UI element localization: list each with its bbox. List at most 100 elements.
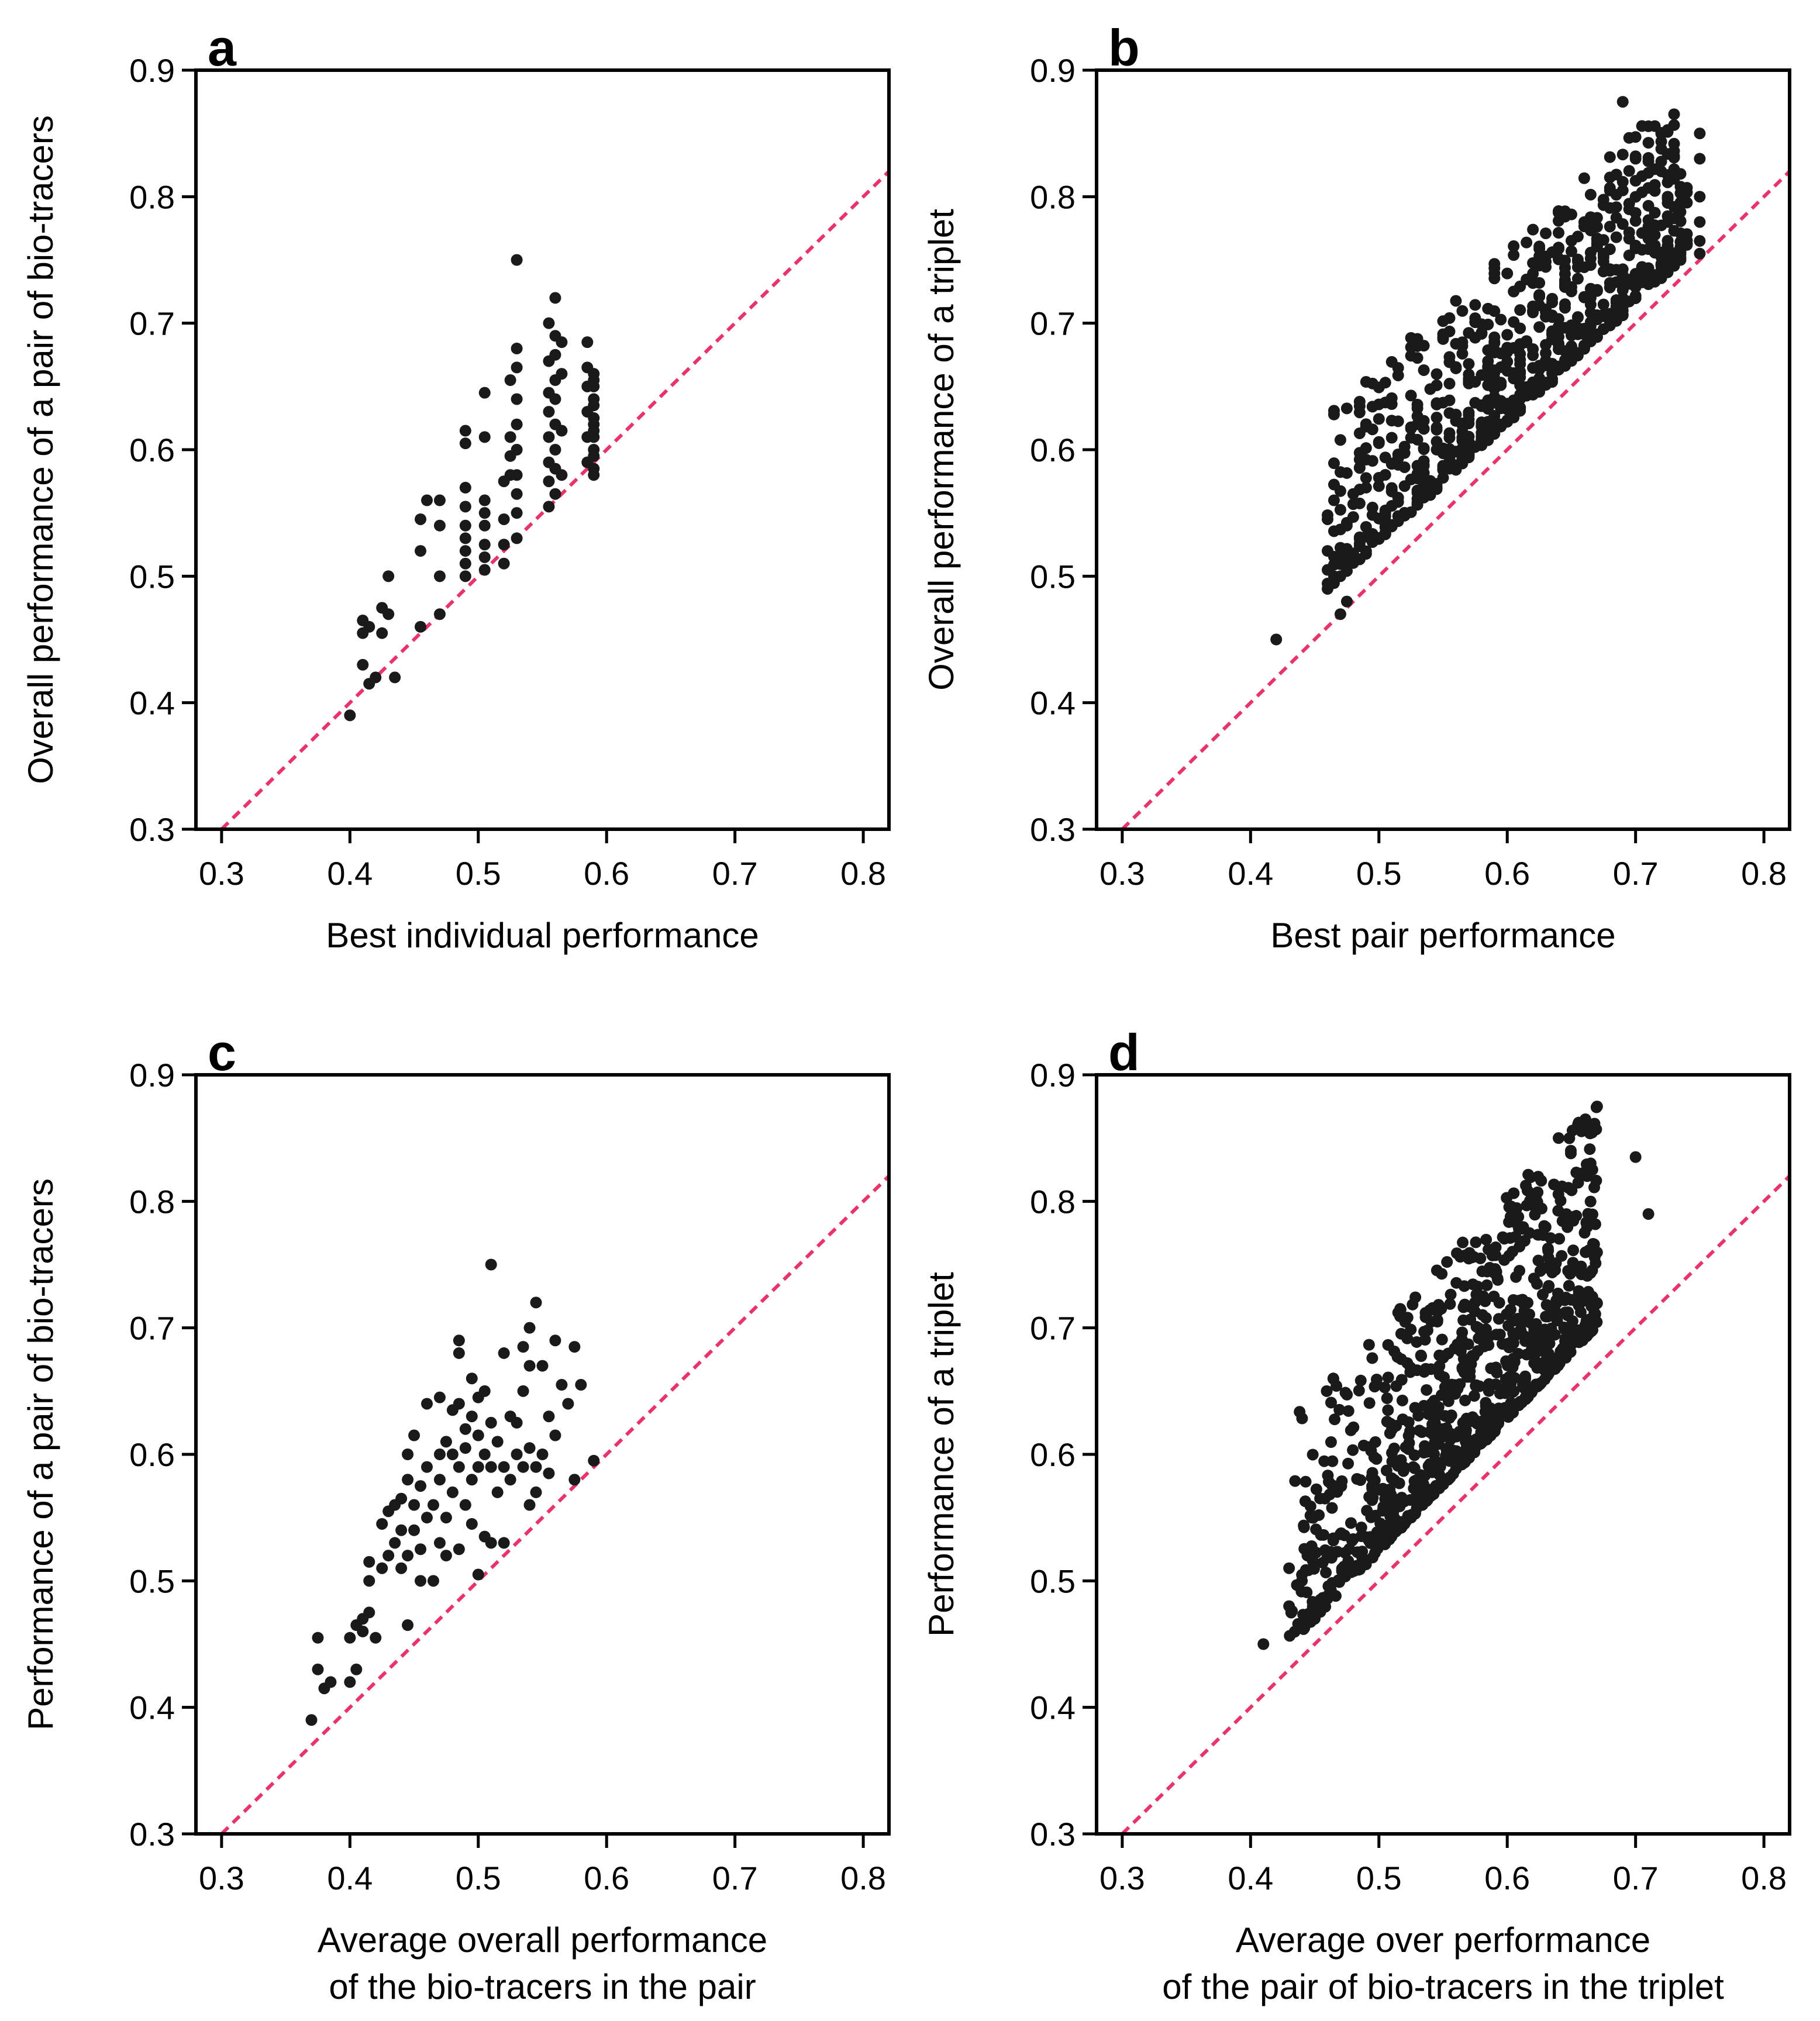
data-point — [1584, 1143, 1596, 1156]
data-point — [568, 1341, 581, 1353]
data-point — [1456, 347, 1469, 360]
data-point — [1347, 554, 1359, 566]
data-point — [1340, 595, 1353, 608]
data-point — [1405, 389, 1417, 402]
data-point — [1463, 1451, 1476, 1464]
data-point — [511, 1416, 523, 1429]
data-point — [1353, 497, 1366, 509]
data-point — [1642, 120, 1654, 132]
data-point — [568, 1474, 581, 1486]
data-point — [312, 1632, 324, 1644]
data-point — [1540, 359, 1552, 371]
data-point — [1578, 291, 1590, 303]
data-point — [459, 545, 471, 557]
data-point — [1405, 421, 1417, 433]
y-tick-label: 0.5 — [129, 1563, 175, 1599]
data-point — [1517, 1380, 1529, 1392]
data-point — [421, 1512, 433, 1524]
data-point — [1623, 233, 1635, 245]
data-point — [1508, 240, 1520, 252]
data-point — [1409, 1291, 1422, 1303]
data-point — [1573, 1285, 1585, 1297]
data-point — [1488, 372, 1501, 384]
data-point — [370, 1632, 382, 1644]
data-point — [1450, 295, 1462, 307]
data-point — [1694, 216, 1706, 228]
data-point — [1498, 1233, 1511, 1245]
data-point — [459, 557, 471, 570]
data-point — [1369, 1381, 1381, 1393]
data-point — [440, 1550, 452, 1562]
data-point — [459, 570, 471, 582]
data-point — [1373, 480, 1385, 492]
data-point — [478, 551, 491, 563]
panel-letter-d: d — [1108, 1023, 1140, 1081]
data-point — [511, 469, 523, 481]
data-point — [1649, 185, 1661, 197]
data-point — [511, 488, 523, 500]
data-point — [1604, 277, 1616, 289]
data-point — [1469, 441, 1481, 453]
data-point — [1385, 392, 1398, 404]
data-point — [1441, 1256, 1453, 1268]
data-point — [1470, 1379, 1483, 1391]
data-point — [466, 1474, 478, 1486]
data-point — [1458, 1280, 1470, 1292]
x-tick-label: 0.4 — [327, 855, 373, 892]
data-point — [1542, 1244, 1554, 1257]
data-point — [1674, 215, 1687, 227]
data-point — [1497, 1402, 1509, 1415]
y-tick-label: 0.7 — [129, 305, 175, 342]
data-point — [1584, 1127, 1596, 1140]
data-point — [1341, 1388, 1353, 1401]
x-tick-label: 0.5 — [456, 1860, 501, 1896]
data-point — [1385, 457, 1398, 470]
data-point — [1354, 1563, 1366, 1575]
data-point — [363, 1556, 375, 1568]
data-point — [440, 1436, 452, 1448]
data-point — [1490, 1249, 1502, 1261]
data-point — [1642, 1208, 1654, 1220]
data-point — [344, 709, 356, 722]
data-point — [427, 1499, 439, 1511]
data-point — [1325, 1584, 1337, 1596]
data-point — [363, 620, 375, 633]
data-point — [459, 532, 471, 544]
data-point — [1488, 305, 1501, 318]
data-point — [1436, 1333, 1448, 1346]
data-point — [1404, 1425, 1416, 1437]
data-point — [1623, 249, 1635, 261]
data-point — [1436, 1268, 1448, 1280]
data-point — [1584, 332, 1597, 344]
data-point — [1553, 253, 1564, 265]
data-point — [1463, 406, 1475, 419]
data-point — [1382, 1371, 1394, 1384]
y-tick-label: 0.8 — [1030, 1183, 1076, 1220]
data-point — [1565, 245, 1577, 257]
data-point — [1401, 1332, 1414, 1344]
data-point — [1501, 267, 1514, 280]
data-point — [511, 418, 523, 430]
data-point — [1395, 1454, 1407, 1466]
data-point — [1379, 528, 1391, 540]
data-point — [1398, 447, 1411, 459]
data-point — [1366, 1480, 1378, 1492]
data-point — [1328, 478, 1340, 491]
data-point — [1488, 331, 1501, 343]
data-point — [511, 444, 523, 456]
data-point — [459, 437, 471, 450]
y-tick-label: 0.5 — [1030, 558, 1076, 595]
data-point — [1366, 528, 1378, 540]
data-point — [1342, 1405, 1354, 1417]
data-point — [1369, 1509, 1381, 1522]
data-point — [1570, 1210, 1583, 1222]
data-point — [1559, 261, 1571, 274]
data-point — [1270, 633, 1283, 646]
data-point — [1340, 402, 1353, 415]
data-point — [466, 1410, 478, 1423]
data-point — [1655, 127, 1667, 139]
data-point — [1616, 263, 1629, 275]
x-tick-label: 0.6 — [584, 855, 629, 892]
data-point — [1463, 373, 1475, 385]
y-tick-label: 0.8 — [1030, 178, 1076, 215]
